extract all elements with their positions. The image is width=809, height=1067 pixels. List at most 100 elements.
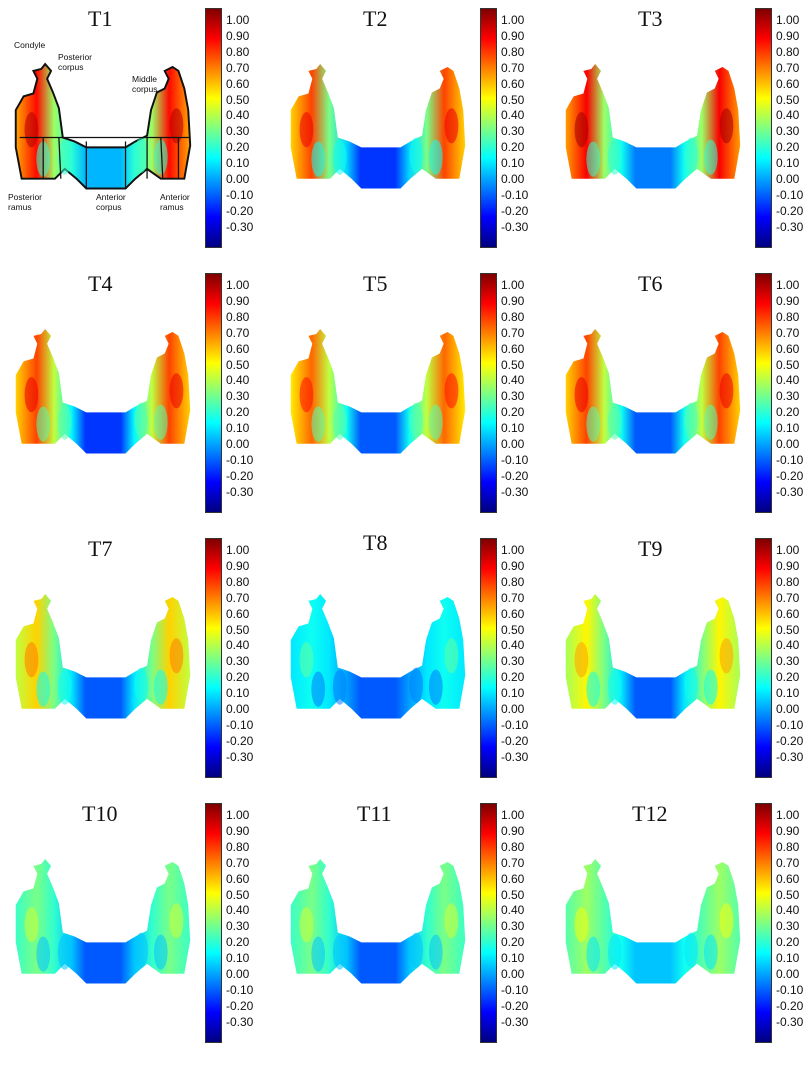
colorbar-t10 [205,803,222,1043]
panel-title-t7: T7 [88,536,113,561]
colorbar-tick-label: -0.10 [776,187,804,202]
colorbar-tick-label: 0.50 [501,357,525,372]
colorbar-tick-label: 0.80 [776,309,800,324]
stress-patch-t9-2 [586,671,601,707]
stress-patch-t11-1 [444,903,459,939]
colorbar-tick-label: 0.90 [501,823,525,838]
colorbar-tick-label: 0.00 [501,967,525,981]
colorbar-tick-label: -0.20 [226,468,254,483]
mandible-map-t5 [290,329,466,454]
colorbar-tick-label: 0.40 [776,373,800,388]
colorbar-tick-label: 0.90 [501,558,525,573]
panel-t2: T2 1.00 0.90 0.80 0.70 0.60 0.50 0.40 0.30 0.20 0.… [275,0,534,262]
stress-patch-t6-3 [703,404,718,440]
region-label-condyle: Condyle [14,40,46,50]
colorbar-tick-label: 0.00 [776,437,800,451]
colorbar-tick-label: 0.70 [776,325,800,340]
stress-patch-t12-0 [574,907,589,943]
colorbar-tick-label: 0.50 [776,622,800,637]
colorbar-tick-label: 0.30 [226,124,250,139]
colorbar-tick-label: 0.40 [226,638,250,653]
colorbar-tick-label: -0.30 [226,484,254,499]
stress-patch-t5-3 [428,404,443,440]
stress-patch-t9-0 [574,642,589,678]
colorbar-tick-label: 0.50 [226,357,250,372]
colorbar-tick-label: -0.30 [226,749,254,764]
colorbar-tick-label: 0.20 [776,935,800,950]
colorbar-tick-label: 0.10 [776,156,800,171]
colorbar-tick-label: -0.20 [776,733,804,748]
mandible-map-t11 [290,859,466,984]
stress-patch-t11-5 [409,932,424,968]
mandible-map-t12 [565,859,741,984]
stress-patch-t10-1 [169,903,184,939]
colorbar-tick-label: -0.10 [501,717,529,732]
colorbar-tick-label: 0.10 [226,686,250,701]
colorbar-tick-label: -0.30 [776,484,804,499]
mandible-map-t10 [15,859,191,984]
colorbar-tick-label: 0.80 [776,839,800,854]
stress-patch-t6-2 [586,406,601,442]
panel-title-t3: T3 [638,6,663,31]
colorbar-tick-label: 0.30 [226,919,250,934]
colorbar-tick-label: -0.10 [501,982,529,997]
stress-patch-t6-5 [684,402,699,438]
colorbar-tick-label: -0.30 [226,219,254,234]
region-label-posterior-corpus: Posterior corpus [58,52,93,72]
stress-patch-t5-1 [444,373,459,409]
colorbar-tick-label: 0.90 [501,28,525,43]
colorbar-t8 [480,538,497,778]
colorbar-tick-label: 0.50 [776,92,800,107]
colorbar-tick-label: 0.70 [226,325,250,340]
stress-patch-t6-4 [607,404,622,440]
colorbar-t1 [205,8,222,248]
colorbar-t6 [755,273,772,513]
colorbar-tick-label: 0.30 [501,919,525,934]
region-boundary-6 [160,137,164,179]
colorbar-tick-label: 0.50 [226,887,250,902]
colorbar-tick-label: 0.60 [776,871,800,886]
panel-t11: T11 1.00 0.90 0.80 0.70 0.60 0.50 0.40 0.30 0.20 0… [275,795,534,1057]
colorbar-t3 [755,8,772,248]
colorbar-tick-label: 0.80 [501,309,525,324]
stress-patch-t2-5 [409,137,424,173]
colorbar-tick-label: 0.60 [776,341,800,356]
colorbar-tick-label: -0.30 [501,219,529,234]
colorbar-tick-label: 0.50 [226,622,250,637]
stress-patch-t10-2 [36,936,51,972]
colorbar-tick-label: 0.20 [226,670,250,685]
colorbar-tick-label: 0.50 [776,357,800,372]
stress-patch-t3-3 [703,139,718,175]
colorbar-tick-label: 0.30 [226,654,250,669]
colorbar-tick-label: 0.80 [776,574,800,589]
colorbar-tick-label: 0.70 [226,60,250,75]
stress-patch-t7-5 [134,667,149,703]
colorbar-tick-label: 0.40 [776,108,800,123]
colorbar-tick-label: -0.30 [776,749,804,764]
colorbar-tick-label: 0.30 [226,389,250,404]
mandible-map-t6 [565,329,741,454]
stress-patch-t10-4 [57,934,72,970]
colorbar-tick-label: 0.70 [501,325,525,340]
colorbar-tick-label: 1.00 [226,543,250,557]
stress-patch-t12-3 [703,934,718,970]
colorbar-t7 [205,538,222,778]
colorbar-tick-label: 0.70 [501,855,525,870]
stress-patch-t8-5 [409,667,424,703]
colorbar-tick-label: 0.20 [226,405,250,420]
panel-title-t10: T10 [82,801,118,826]
panel-t10: T10 1.00 0.90 0.80 0.70 0.60 0.50 0.40 0.30 0.20 0… [0,795,259,1057]
region-boundary-2 [58,137,62,179]
stress-patch-t1-3 [153,139,168,175]
colorbar-t11 [480,803,497,1043]
region-label-anterior-ramus: Anterior ramus [160,192,190,212]
stress-patch-t2-1 [444,108,459,144]
colorbar-tick-label: 0.60 [226,606,250,621]
mandible-map-t9 [565,594,741,719]
colorbar-tick-label: 0.80 [501,839,525,854]
colorbar-tick-label: -0.30 [501,749,529,764]
stress-patch-t12-1 [719,903,734,939]
panel-title-t8: T8 [363,530,388,555]
stress-patch-t8-4 [332,669,347,705]
colorbar-tick-label: 0.60 [226,341,250,356]
